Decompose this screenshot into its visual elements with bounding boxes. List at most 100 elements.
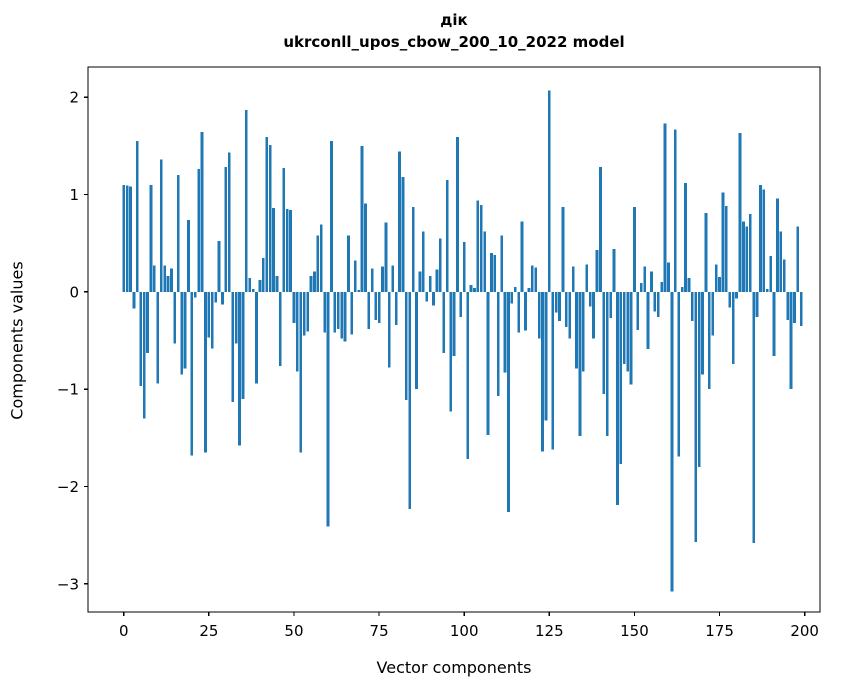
bar	[244, 109, 248, 292]
bar	[241, 291, 245, 399]
bar	[217, 241, 221, 292]
bar	[704, 212, 708, 292]
y-axis-ticks: 2 1 0 −1 −2 −3	[57, 89, 88, 593]
bar	[296, 291, 299, 372]
bars	[122, 90, 803, 592]
bar	[268, 144, 272, 292]
bar	[146, 291, 149, 354]
x-tick-label: 200	[790, 622, 819, 640]
bar	[796, 226, 800, 292]
bar	[187, 219, 190, 292]
bar	[330, 140, 333, 292]
bar	[742, 221, 745, 292]
bar	[646, 291, 650, 350]
bar	[377, 291, 381, 323]
bar	[466, 291, 469, 460]
bar	[639, 283, 643, 292]
bar	[408, 291, 412, 509]
bar	[251, 288, 255, 292]
bar	[626, 291, 629, 372]
bar	[619, 291, 623, 465]
bar	[782, 259, 786, 292]
bar	[725, 206, 728, 292]
bar	[456, 137, 459, 292]
plot-spines	[87, 66, 821, 613]
bar	[585, 264, 589, 292]
bar	[779, 231, 783, 292]
bar	[547, 90, 551, 292]
bar	[711, 291, 715, 336]
y-tick-label: 2	[69, 89, 79, 107]
bar	[210, 291, 214, 349]
bar	[142, 291, 146, 419]
bar	[404, 291, 408, 400]
bar	[340, 291, 343, 339]
bar	[554, 291, 558, 313]
bar	[670, 291, 674, 592]
bar	[755, 291, 759, 318]
bar	[558, 291, 561, 322]
bar	[306, 291, 309, 332]
bar	[387, 291, 391, 368]
bar	[582, 291, 585, 372]
bar	[667, 262, 670, 292]
bar	[425, 291, 429, 302]
bar	[605, 291, 609, 436]
bar	[684, 182, 687, 292]
bar	[537, 291, 541, 339]
y-axis-label: Components values	[7, 261, 27, 420]
bar	[394, 291, 398, 325]
bar	[265, 137, 269, 292]
y-tick-label: −1	[57, 381, 79, 399]
bar	[602, 291, 606, 394]
chart-title-word: дік	[440, 11, 468, 29]
bar	[765, 288, 769, 292]
bar	[462, 242, 466, 292]
x-axis-ticks: 0 25 50 75 100 125 150 175 200	[119, 612, 819, 640]
bar	[643, 266, 647, 292]
bar	[190, 291, 194, 456]
y-tick-label: 0	[69, 283, 79, 301]
bar	[132, 291, 136, 309]
bar	[234, 291, 238, 344]
bar	[224, 167, 228, 292]
bar	[565, 291, 568, 327]
bar	[391, 265, 395, 292]
bar	[490, 252, 493, 292]
bar	[701, 291, 704, 375]
bar	[769, 255, 772, 292]
bar	[714, 264, 718, 292]
bar	[759, 184, 762, 292]
bar	[153, 265, 156, 292]
bar	[309, 276, 313, 292]
x-tick-label: 25	[199, 622, 218, 640]
bar	[656, 291, 660, 318]
x-tick-label: 150	[620, 622, 649, 640]
bar	[360, 145, 364, 292]
bar	[544, 291, 548, 421]
bar	[673, 129, 677, 292]
bar	[258, 280, 262, 292]
bar	[227, 152, 231, 292]
bar	[745, 226, 749, 292]
bar	[592, 291, 595, 339]
bar	[418, 271, 422, 292]
bar	[551, 291, 555, 450]
bar	[333, 291, 337, 333]
bar	[445, 179, 449, 292]
bar	[622, 291, 626, 364]
bar	[221, 291, 224, 305]
x-tick-label: 175	[705, 622, 734, 640]
bar	[381, 266, 384, 292]
bar	[633, 207, 636, 292]
bar	[442, 291, 446, 354]
bar	[384, 222, 388, 292]
bar	[193, 291, 197, 298]
bar	[272, 208, 275, 292]
bar	[513, 286, 517, 292]
bar	[370, 268, 374, 292]
bar	[612, 248, 616, 292]
bar	[799, 291, 803, 326]
bar	[486, 291, 490, 435]
